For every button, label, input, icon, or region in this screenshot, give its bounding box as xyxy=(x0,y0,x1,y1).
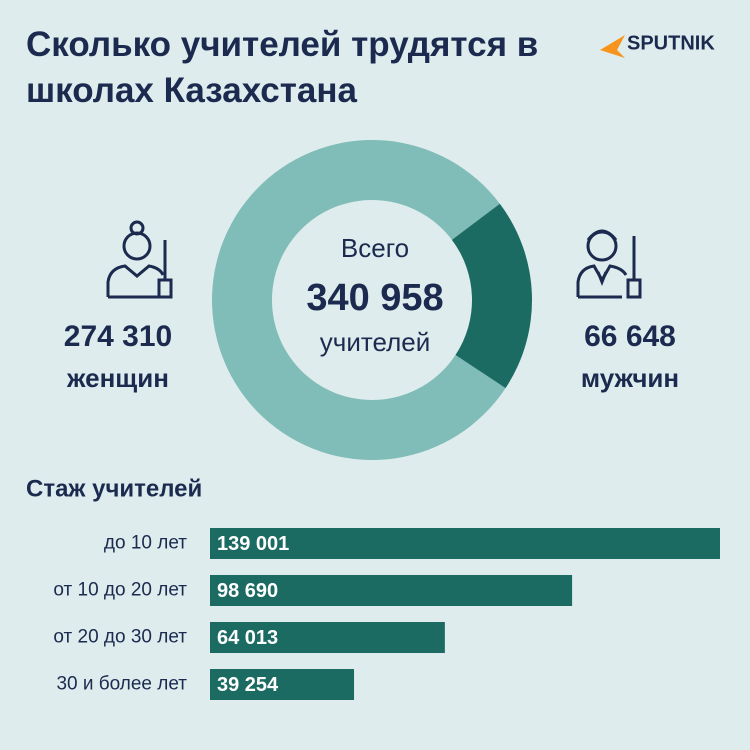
value-label: 64 013 xyxy=(217,627,278,649)
logo-mark xyxy=(600,35,625,58)
bar xyxy=(210,622,445,653)
bar xyxy=(210,575,573,606)
chart-title: Сколько учителей трудятся в школах Казах… xyxy=(26,25,539,110)
value-label: 139 001 xyxy=(217,533,289,555)
value-label: 98 690 xyxy=(217,580,278,602)
donut-segment xyxy=(211,140,506,461)
bar xyxy=(210,528,720,559)
male-icon xyxy=(576,229,642,299)
bar-title: Стаж учителей xyxy=(26,475,202,502)
donut-segment xyxy=(451,203,532,389)
center-text: 340 958 xyxy=(306,277,443,319)
value-label: 39 254 xyxy=(217,674,279,696)
category-label: мужчин xyxy=(581,363,679,393)
center-text: Всего xyxy=(341,233,409,263)
category-label: от 20 до 30 лет xyxy=(53,627,187,648)
category-label: женщин xyxy=(66,363,169,393)
center-text: учителей xyxy=(320,327,430,357)
bar xyxy=(210,669,355,700)
value-label: 274 310 xyxy=(64,320,172,353)
value-label: 66 648 xyxy=(584,320,676,353)
female-icon xyxy=(106,220,173,299)
category-label: 30 и более лет xyxy=(56,674,187,695)
category-label: до 10 лет xyxy=(104,533,187,554)
category-label: от 10 до 20 лет xyxy=(53,580,187,601)
logo: SPUTNIK xyxy=(627,32,715,54)
